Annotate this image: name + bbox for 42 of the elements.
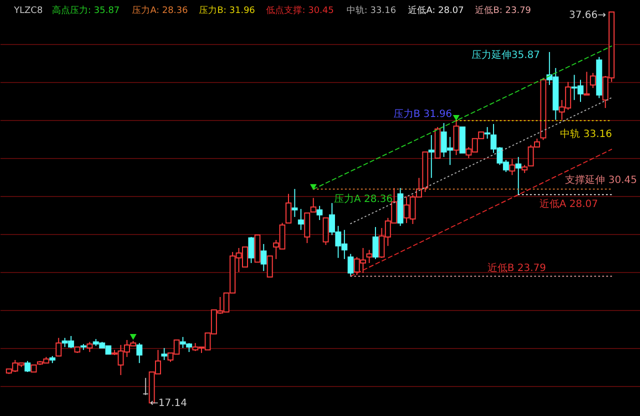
candlestick — [509, 158, 516, 176]
candlestick — [515, 156, 522, 196]
text: 近低B: 23.79 — [475, 5, 532, 16]
candlestick — [484, 126, 490, 140]
candlestick — [316, 205, 323, 220]
candlestick — [298, 208, 304, 230]
text: 压力A: 28.36 — [132, 5, 188, 16]
text: 压力B: 31.96 — [199, 5, 256, 16]
candlestick — [310, 197, 316, 212]
candlestick — [428, 134, 434, 178]
annotation: 近低A 28.07 — [539, 198, 598, 210]
annotation: 压力B 31.96 — [393, 108, 452, 120]
candlestick — [56, 337, 62, 356]
candlestick — [136, 342, 142, 364]
candlestick — [366, 249, 372, 264]
candlestick — [24, 360, 31, 372]
candlestick — [584, 71, 590, 96]
annotation: 近低B 23.79 — [487, 262, 546, 274]
annotation: 支撑延伸 30.45 — [565, 174, 637, 186]
candlestick — [590, 72, 596, 88]
candlestick — [142, 377, 149, 396]
annotation: 中轨 33.16 — [560, 128, 612, 140]
annotation: 37.66→ — [568, 10, 606, 21]
candlestick — [348, 253, 354, 277]
text: 中轨: 33.16 — [346, 5, 396, 16]
candlestick — [260, 244, 267, 272]
text: 近低A: 28.07 — [408, 5, 464, 16]
text: YLZC8 — [13, 6, 43, 16]
candlestick — [372, 226, 378, 260]
candlestick — [161, 348, 168, 360]
candlestick — [292, 188, 298, 218]
text: 低点支撑: 30.45 — [266, 5, 334, 16]
candlestick — [322, 217, 329, 246]
annotation: 压力延伸35.87 — [471, 49, 540, 61]
candlestick — [248, 236, 254, 264]
candlestick — [86, 341, 93, 352]
annotation: 压力A 28.36 — [334, 193, 393, 205]
candlestick — [304, 212, 310, 244]
annotation: ←17.14 — [150, 398, 188, 409]
candlestick — [266, 256, 273, 278]
candlestick — [286, 193, 292, 224]
text: 高点压力: 35.87 — [52, 5, 120, 16]
